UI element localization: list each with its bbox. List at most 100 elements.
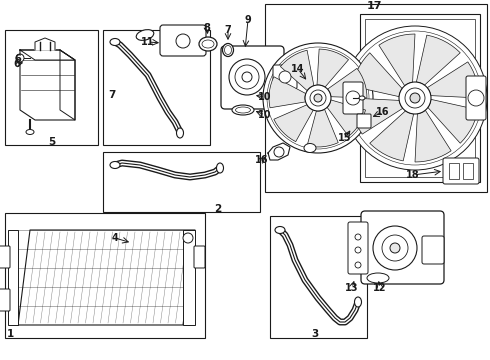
Bar — [103, 152, 260, 212]
Text: 9: 9 — [245, 15, 251, 25]
Polygon shape — [427, 62, 479, 98]
Circle shape — [267, 47, 369, 149]
Bar — [265, 4, 487, 192]
Bar — [5, 30, 98, 145]
Polygon shape — [307, 109, 338, 147]
Ellipse shape — [217, 163, 223, 173]
FancyBboxPatch shape — [449, 163, 459, 179]
Bar — [183, 230, 195, 325]
FancyBboxPatch shape — [348, 222, 368, 274]
Bar — [270, 216, 367, 338]
Circle shape — [229, 59, 265, 95]
Ellipse shape — [367, 273, 389, 283]
Circle shape — [279, 71, 291, 83]
Polygon shape — [379, 34, 415, 86]
Text: 2: 2 — [215, 204, 221, 214]
Circle shape — [355, 234, 361, 240]
Ellipse shape — [110, 162, 120, 168]
Circle shape — [355, 262, 361, 268]
Text: 12: 12 — [373, 283, 387, 293]
FancyBboxPatch shape — [463, 163, 473, 179]
Circle shape — [405, 88, 425, 108]
FancyBboxPatch shape — [357, 114, 371, 128]
Text: 13: 13 — [345, 283, 359, 293]
Polygon shape — [60, 50, 75, 120]
Circle shape — [16, 54, 24, 62]
Ellipse shape — [224, 45, 231, 54]
Text: 8: 8 — [203, 23, 210, 33]
Polygon shape — [352, 53, 402, 96]
Circle shape — [468, 90, 484, 106]
FancyBboxPatch shape — [273, 65, 297, 89]
Ellipse shape — [275, 226, 285, 234]
Text: 4: 4 — [112, 233, 119, 243]
Ellipse shape — [236, 107, 250, 113]
FancyBboxPatch shape — [194, 246, 205, 268]
FancyBboxPatch shape — [361, 211, 444, 284]
Circle shape — [382, 235, 408, 261]
Circle shape — [183, 233, 193, 243]
Text: 18: 18 — [406, 170, 420, 180]
Text: 5: 5 — [49, 137, 56, 147]
Circle shape — [373, 226, 417, 270]
Bar — [8, 230, 18, 325]
Ellipse shape — [304, 144, 316, 153]
FancyBboxPatch shape — [466, 76, 486, 120]
Ellipse shape — [232, 105, 254, 115]
Text: 7: 7 — [224, 25, 231, 35]
Text: 14: 14 — [291, 64, 305, 74]
Ellipse shape — [359, 96, 365, 100]
Text: 7: 7 — [108, 90, 116, 100]
Ellipse shape — [199, 37, 217, 51]
Polygon shape — [416, 35, 460, 85]
Bar — [103, 30, 210, 145]
Polygon shape — [268, 143, 290, 160]
Bar — [365, 19, 475, 177]
Bar — [5, 213, 205, 338]
Circle shape — [235, 65, 259, 89]
Text: 1: 1 — [6, 329, 14, 339]
Ellipse shape — [354, 297, 362, 307]
Text: 15: 15 — [338, 133, 352, 143]
FancyBboxPatch shape — [221, 46, 284, 109]
Polygon shape — [269, 77, 306, 108]
Ellipse shape — [110, 39, 120, 45]
Circle shape — [242, 72, 252, 82]
Circle shape — [346, 91, 360, 105]
Circle shape — [343, 26, 487, 170]
Circle shape — [263, 43, 373, 153]
FancyBboxPatch shape — [0, 246, 10, 268]
Circle shape — [348, 31, 482, 165]
Polygon shape — [35, 38, 55, 50]
Polygon shape — [317, 49, 348, 87]
FancyBboxPatch shape — [422, 236, 444, 264]
Text: 10: 10 — [258, 92, 272, 102]
FancyBboxPatch shape — [160, 25, 206, 56]
FancyBboxPatch shape — [343, 82, 363, 114]
Polygon shape — [428, 99, 478, 143]
Polygon shape — [274, 105, 313, 141]
Ellipse shape — [26, 130, 34, 135]
Polygon shape — [20, 50, 75, 120]
Polygon shape — [327, 100, 366, 136]
Text: 10: 10 — [258, 110, 272, 120]
Ellipse shape — [176, 34, 190, 48]
Polygon shape — [351, 98, 403, 134]
Polygon shape — [18, 230, 195, 325]
Polygon shape — [280, 50, 314, 91]
Polygon shape — [415, 110, 451, 162]
FancyBboxPatch shape — [0, 289, 10, 311]
FancyBboxPatch shape — [443, 158, 479, 184]
Bar — [360, 14, 480, 182]
Ellipse shape — [222, 44, 234, 57]
Circle shape — [390, 243, 400, 253]
Circle shape — [274, 147, 284, 157]
Circle shape — [410, 93, 420, 103]
Polygon shape — [327, 68, 367, 98]
Polygon shape — [370, 111, 414, 161]
Circle shape — [355, 247, 361, 253]
Text: 6: 6 — [14, 59, 21, 69]
Ellipse shape — [202, 40, 214, 48]
Text: 3: 3 — [311, 329, 318, 339]
Circle shape — [305, 85, 331, 111]
